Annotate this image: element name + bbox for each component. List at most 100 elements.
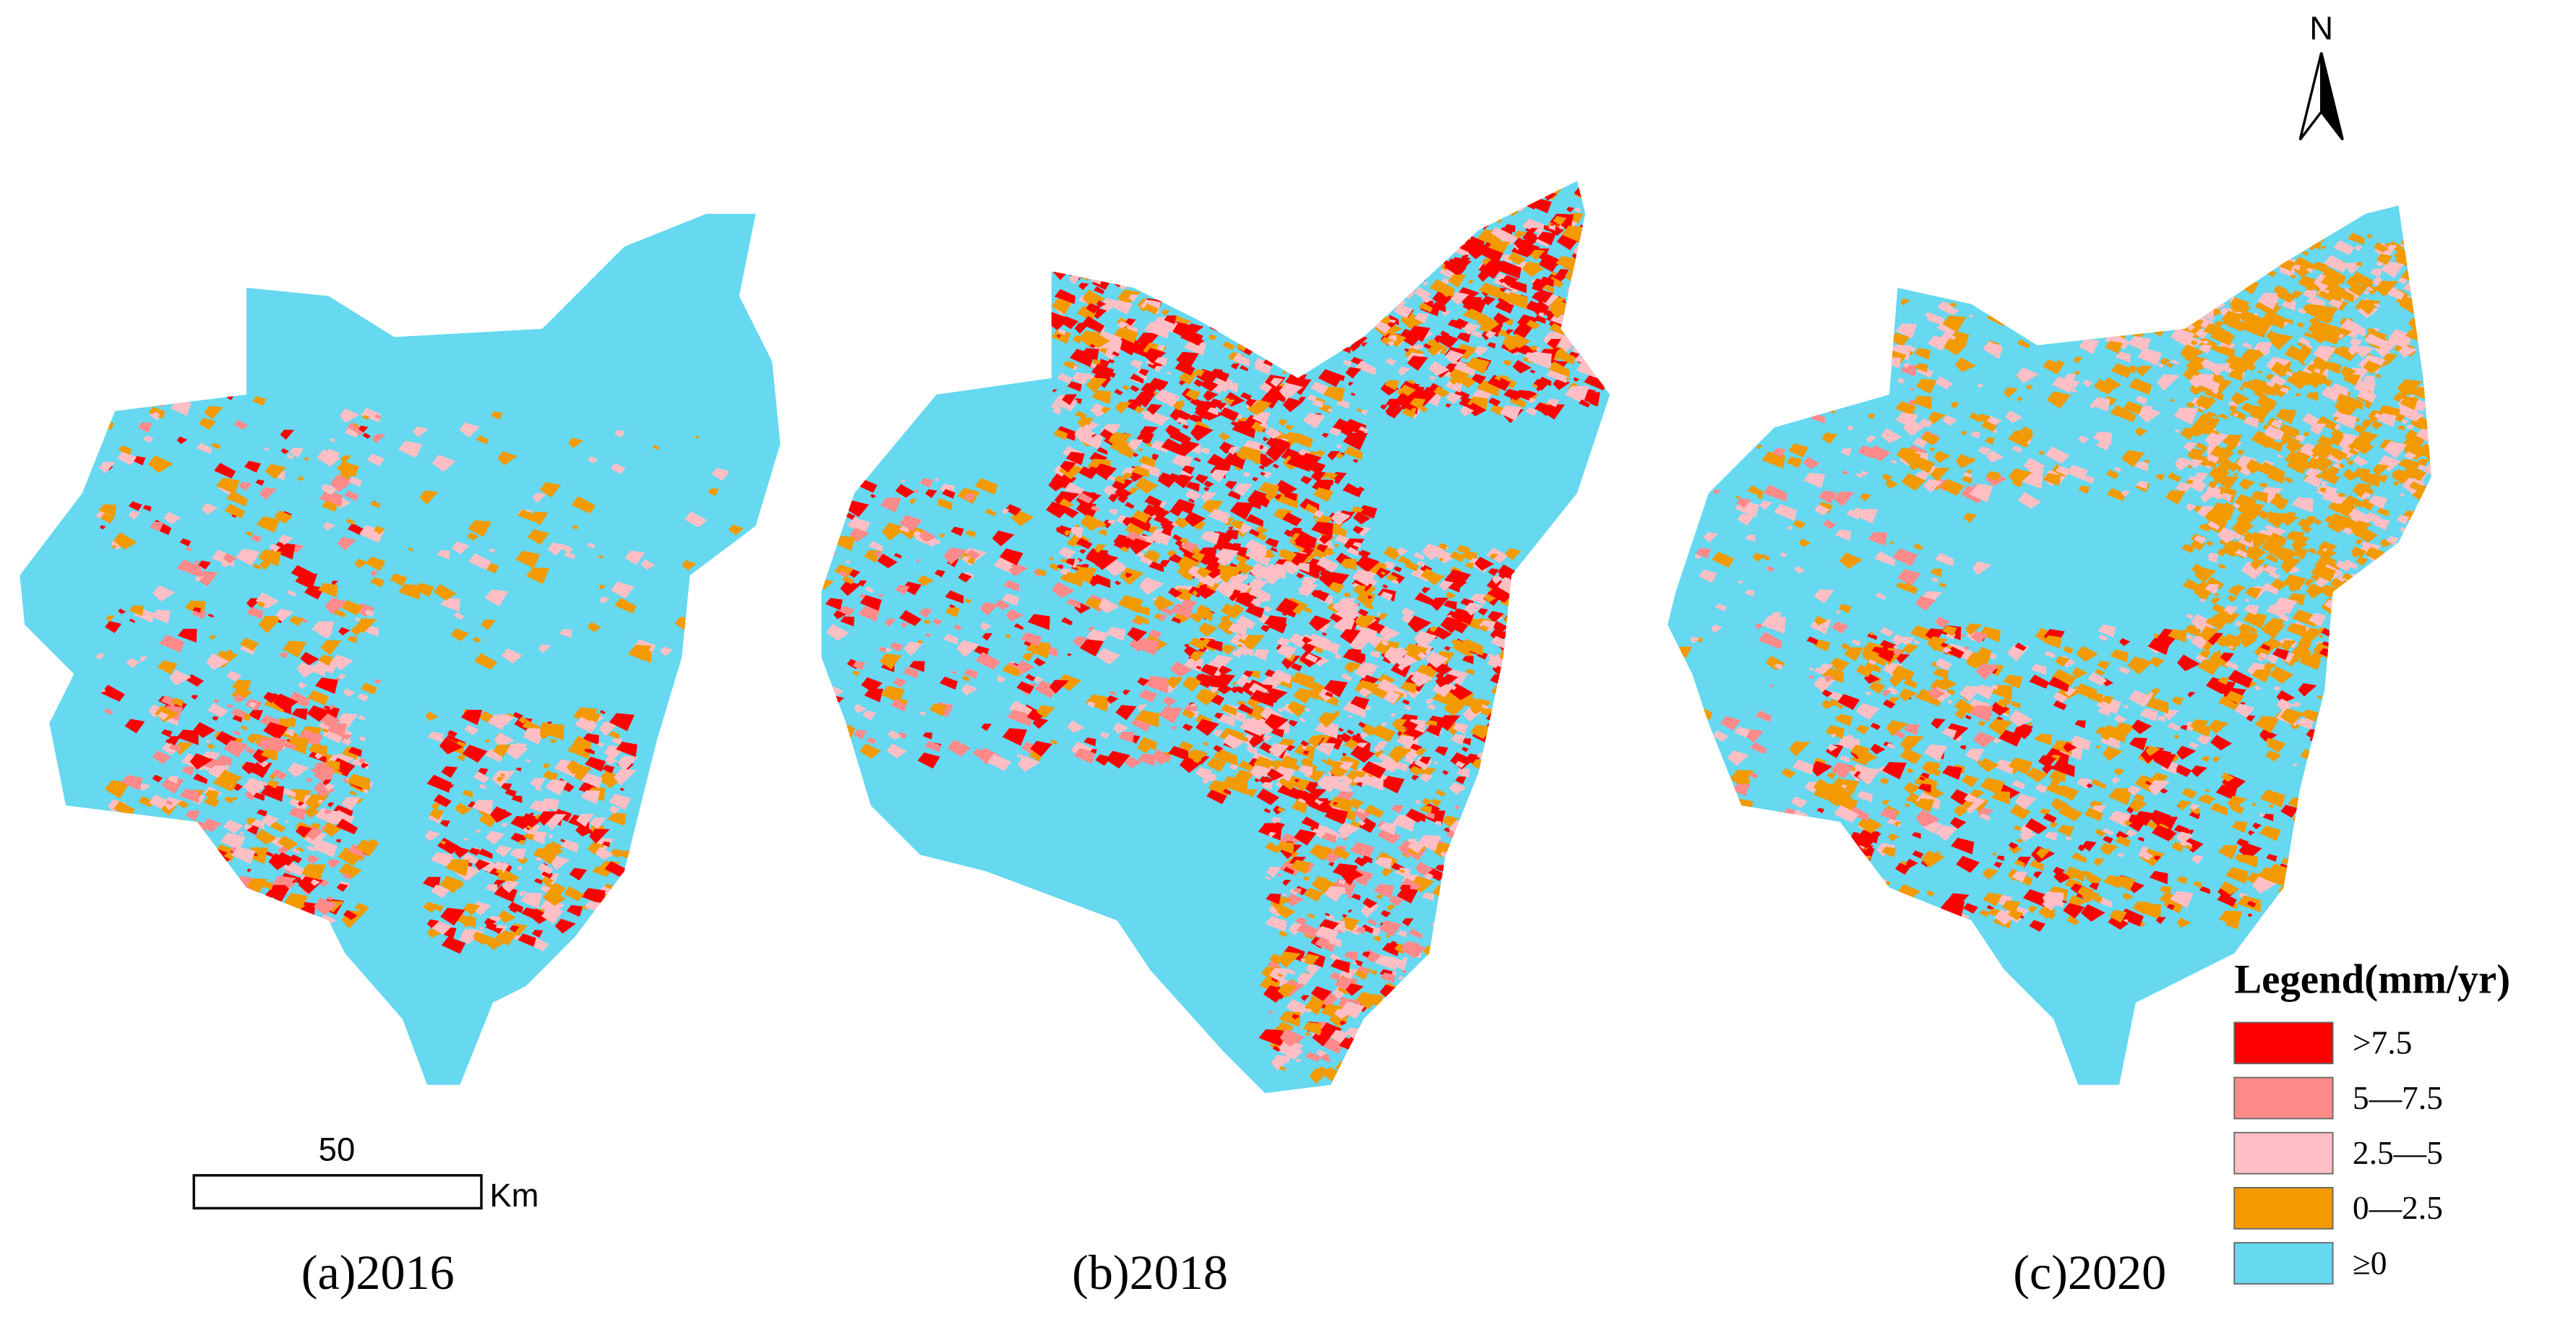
patch <box>331 654 353 671</box>
patch <box>1566 207 1575 213</box>
patch <box>1808 667 1814 672</box>
patch <box>364 609 375 617</box>
patch <box>1467 402 1487 416</box>
patch <box>2208 261 2232 278</box>
patch <box>1388 335 1397 342</box>
patch <box>478 926 484 930</box>
patch <box>1454 805 1461 810</box>
patch <box>320 640 342 656</box>
patch <box>1188 498 1195 503</box>
patch <box>1879 640 1897 653</box>
patch <box>1445 591 1456 599</box>
patch <box>1360 924 1374 934</box>
patch <box>2311 817 2332 832</box>
patch <box>1296 573 1305 579</box>
patch <box>1189 638 1207 651</box>
patch <box>1361 760 1386 779</box>
patch <box>1383 998 1399 1010</box>
patch <box>1321 292 1328 297</box>
patch <box>1245 322 1268 339</box>
patch <box>566 904 583 917</box>
patch <box>314 677 338 694</box>
patch <box>551 856 570 870</box>
patch <box>1431 301 1446 313</box>
patch <box>2051 798 2069 811</box>
patch <box>1115 580 1122 586</box>
patch <box>1420 805 1433 815</box>
patch <box>2234 236 2251 249</box>
patch <box>1340 604 1353 613</box>
patch <box>1475 781 1492 793</box>
patch <box>1250 270 1262 278</box>
patch <box>327 723 348 738</box>
patch <box>153 890 172 904</box>
patch <box>1251 329 1263 338</box>
patch <box>1507 745 1518 753</box>
patch <box>1501 708 1527 727</box>
patch <box>2325 862 2337 870</box>
patch <box>1231 543 1242 551</box>
patch <box>1286 761 1300 771</box>
patch <box>179 885 199 899</box>
patch <box>2197 795 2211 805</box>
patch <box>2111 777 2121 784</box>
patch <box>2386 536 2399 546</box>
patch <box>151 609 171 624</box>
patch <box>2070 883 2086 894</box>
patch <box>257 809 267 818</box>
patch <box>1360 409 1369 416</box>
patch <box>1276 873 1282 877</box>
patch <box>1512 360 1532 374</box>
patch <box>1384 380 1400 390</box>
patch <box>1096 300 1107 308</box>
patch <box>2413 646 2431 664</box>
patch <box>198 560 211 570</box>
patch <box>2008 757 2033 776</box>
patch <box>1194 406 1214 420</box>
patch <box>982 633 993 641</box>
patch <box>1251 421 1268 434</box>
patch <box>2114 714 2127 724</box>
patch <box>1827 916 1833 920</box>
patch <box>1476 186 1498 201</box>
patch <box>249 710 264 721</box>
patch <box>2256 265 2263 271</box>
patch <box>1360 732 1369 739</box>
patch <box>93 833 116 851</box>
patch <box>1813 848 1825 857</box>
patch <box>1303 304 1326 320</box>
patch <box>1303 346 1325 361</box>
patch <box>1946 918 1971 935</box>
patch <box>2348 614 2358 622</box>
patch <box>297 476 305 481</box>
patch <box>1179 741 1194 752</box>
patch <box>2095 669 2105 676</box>
patch <box>2377 507 2390 517</box>
patch <box>341 600 363 616</box>
patch <box>1180 329 1203 346</box>
patch <box>2249 405 2273 423</box>
patch <box>2313 345 2337 362</box>
patch <box>1584 194 1594 202</box>
patch <box>2189 421 2212 437</box>
patch <box>1872 914 1884 922</box>
patch <box>1350 841 1375 860</box>
patch <box>1277 984 1297 998</box>
patch <box>2423 330 2431 347</box>
patch <box>1201 379 1219 392</box>
patch <box>1185 389 1201 400</box>
patch <box>2236 450 2245 456</box>
patch <box>285 880 296 889</box>
patch <box>210 912 221 920</box>
patch <box>398 440 423 458</box>
patch <box>1184 511 1206 527</box>
patch <box>2193 287 2211 299</box>
patch <box>1319 264 1334 275</box>
patch <box>2366 286 2373 292</box>
patch <box>2256 245 2265 252</box>
patch <box>1352 961 1357 965</box>
patch <box>1241 673 1250 680</box>
patch <box>374 526 385 534</box>
patch <box>1190 651 1206 662</box>
patch <box>1292 432 1314 449</box>
